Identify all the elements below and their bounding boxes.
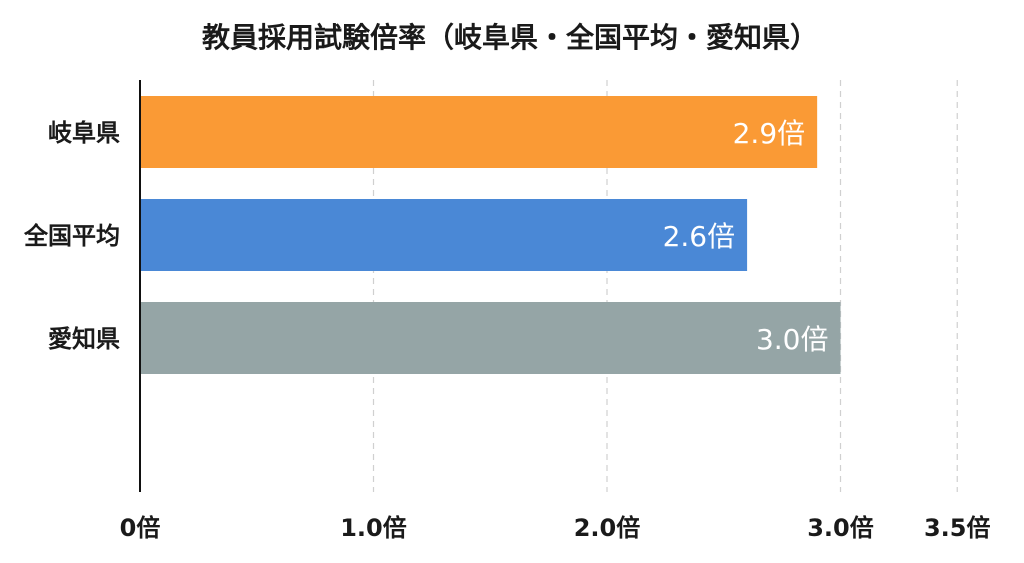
x-tick-label-4: 3.5倍 — [924, 514, 991, 542]
x-tick-label-1: 1.0倍 — [340, 514, 407, 542]
bar-1 — [140, 199, 748, 271]
data-label-0: 2.9倍 — [733, 117, 806, 150]
category-label-1: 全国平均 — [23, 222, 120, 250]
x-tick-labels: 0倍 1.0倍 2.0倍 3.0倍 3.5倍 — [120, 514, 991, 542]
category-label-0: 岐阜県 — [48, 119, 120, 147]
x-tick-label-0: 0倍 — [120, 514, 161, 542]
bar-0 — [140, 96, 818, 168]
bars — [140, 96, 841, 374]
data-label-2: 3.0倍 — [756, 323, 829, 356]
chart-title: 教員採用試験倍率（岐阜県・全国平均・愛知県） — [202, 21, 818, 54]
data-labels: 2.9倍 2.6倍 3.0倍 — [663, 117, 829, 356]
x-tick-label-3: 3.0倍 — [807, 514, 874, 542]
category-label-2: 愛知県 — [48, 325, 120, 353]
bar-2 — [140, 302, 841, 374]
x-tick-label-2: 2.0倍 — [574, 514, 641, 542]
data-label-1: 2.6倍 — [663, 220, 736, 253]
